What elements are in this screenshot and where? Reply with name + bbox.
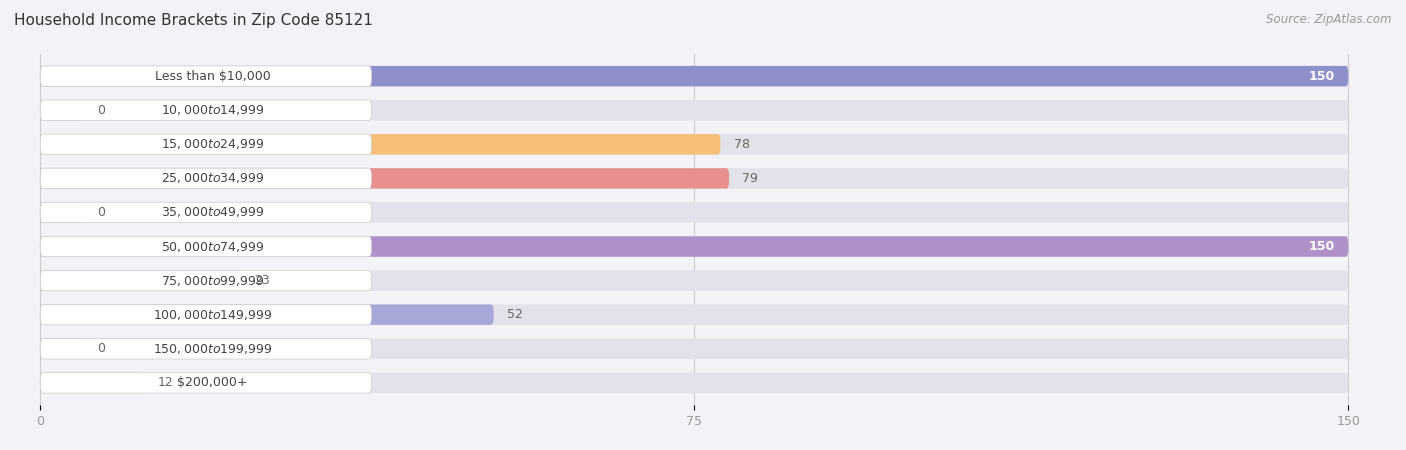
Text: 23: 23 (254, 274, 270, 287)
Text: Less than $10,000: Less than $10,000 (155, 70, 270, 83)
FancyBboxPatch shape (41, 338, 84, 359)
FancyBboxPatch shape (41, 236, 1348, 257)
Text: $200,000+: $200,000+ (177, 376, 247, 389)
FancyBboxPatch shape (41, 373, 1348, 393)
Text: Source: ZipAtlas.com: Source: ZipAtlas.com (1267, 14, 1392, 27)
FancyBboxPatch shape (41, 168, 730, 189)
FancyBboxPatch shape (41, 305, 1348, 325)
FancyBboxPatch shape (41, 270, 1348, 291)
Text: 0: 0 (97, 104, 105, 117)
Text: 0: 0 (97, 342, 105, 355)
Text: $100,000 to $149,999: $100,000 to $149,999 (153, 308, 273, 322)
FancyBboxPatch shape (41, 66, 371, 86)
FancyBboxPatch shape (41, 202, 1348, 223)
FancyBboxPatch shape (41, 168, 1348, 189)
FancyBboxPatch shape (41, 202, 371, 223)
FancyBboxPatch shape (41, 100, 84, 121)
FancyBboxPatch shape (41, 66, 1348, 86)
FancyBboxPatch shape (41, 236, 371, 257)
FancyBboxPatch shape (41, 134, 1348, 154)
FancyBboxPatch shape (41, 305, 494, 325)
FancyBboxPatch shape (41, 270, 240, 291)
Text: 12: 12 (157, 376, 174, 389)
Text: 150: 150 (1309, 70, 1336, 83)
Text: 52: 52 (506, 308, 523, 321)
Text: $10,000 to $14,999: $10,000 to $14,999 (160, 103, 264, 117)
FancyBboxPatch shape (41, 373, 371, 393)
FancyBboxPatch shape (41, 100, 371, 121)
FancyBboxPatch shape (41, 270, 371, 291)
FancyBboxPatch shape (41, 338, 1348, 359)
Text: 78: 78 (734, 138, 749, 151)
FancyBboxPatch shape (41, 338, 371, 359)
FancyBboxPatch shape (41, 168, 371, 189)
FancyBboxPatch shape (41, 134, 720, 154)
Text: $150,000 to $199,999: $150,000 to $199,999 (153, 342, 273, 356)
FancyBboxPatch shape (41, 202, 84, 223)
FancyBboxPatch shape (41, 66, 1348, 86)
Text: 150: 150 (1309, 240, 1336, 253)
FancyBboxPatch shape (41, 373, 145, 393)
Text: $35,000 to $49,999: $35,000 to $49,999 (160, 206, 264, 220)
Text: 0: 0 (97, 206, 105, 219)
Text: $75,000 to $99,999: $75,000 to $99,999 (160, 274, 264, 288)
FancyBboxPatch shape (41, 236, 1348, 257)
Text: $25,000 to $34,999: $25,000 to $34,999 (160, 171, 264, 185)
Text: $15,000 to $24,999: $15,000 to $24,999 (160, 137, 264, 151)
FancyBboxPatch shape (41, 134, 371, 154)
Text: 79: 79 (742, 172, 758, 185)
Text: $50,000 to $74,999: $50,000 to $74,999 (160, 239, 264, 253)
Text: Household Income Brackets in Zip Code 85121: Household Income Brackets in Zip Code 85… (14, 14, 373, 28)
FancyBboxPatch shape (41, 100, 1348, 121)
FancyBboxPatch shape (41, 305, 371, 325)
